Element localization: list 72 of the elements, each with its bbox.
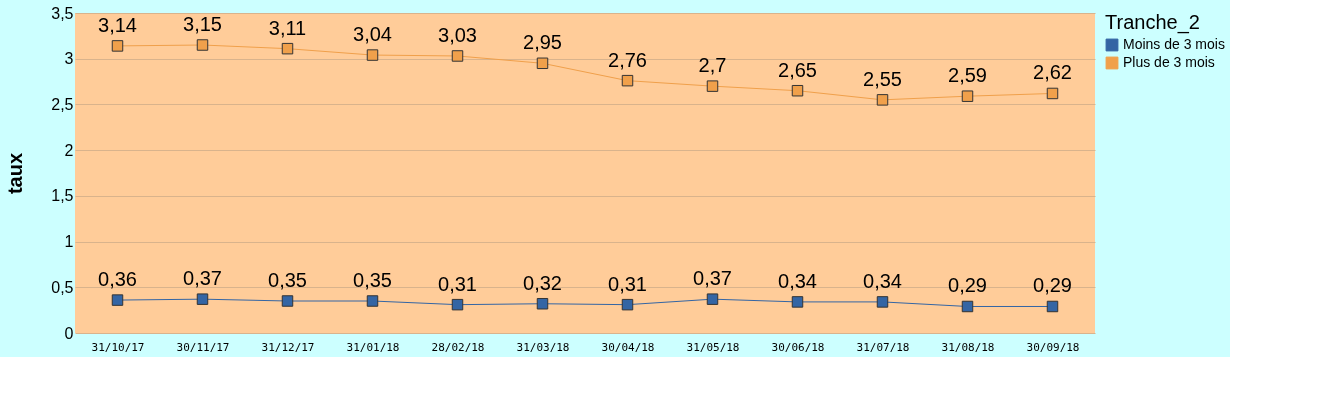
x-tick-label: 31/07/18 — [856, 340, 910, 354]
point — [451, 298, 464, 311]
point — [196, 293, 209, 305]
point — [621, 74, 634, 87]
y-tick-label: 0,5 — [51, 278, 74, 296]
data-label: 3,11 — [268, 16, 307, 39]
point — [281, 42, 294, 55]
y-tick-label: 1 — [64, 233, 74, 251]
y-tick-label: 3 — [64, 50, 74, 68]
y-tick-label: 2 — [64, 141, 74, 159]
data-label: 0,35 — [268, 269, 307, 291]
data-label: 0,34 — [863, 269, 902, 292]
data-label: 3,04 — [353, 23, 392, 46]
data-label: 2,55 — [863, 67, 902, 90]
data-label: 2,65 — [778, 58, 817, 81]
data-label: 0,34 — [778, 269, 817, 292]
point — [536, 57, 549, 70]
y-axis-title: taux — [4, 152, 27, 195]
data-label: 2,76 — [608, 48, 647, 71]
point — [876, 296, 889, 308]
point — [366, 295, 379, 307]
legend-title: Tranche_2 — [1105, 11, 1200, 34]
x-tick-label: 31/05/18 — [686, 340, 740, 354]
data-label: 2,59 — [948, 64, 987, 87]
x-tick-label: 28/02/18 — [431, 340, 485, 354]
point — [196, 39, 209, 51]
point — [706, 80, 719, 92]
x-tick-label: 31/03/18 — [516, 340, 570, 354]
x-tick-label: 31/01/18 — [346, 340, 400, 354]
legend-label: Moins de 3 mois — [1123, 36, 1225, 52]
data-label: 0,37 — [693, 267, 732, 290]
point — [366, 49, 379, 61]
x-tick-label: 31/12/17 — [261, 340, 315, 354]
data-label: 0,37 — [183, 267, 222, 290]
data-label: 2,62 — [1033, 61, 1072, 84]
data-label: 3,15 — [183, 13, 222, 35]
point — [791, 84, 804, 97]
x-tick-label: 30/06/18 — [771, 340, 825, 354]
data-label: 2,7 — [698, 54, 727, 77]
y-tick-label: 3,5 — [51, 4, 74, 22]
y-tick-label: 1,5 — [51, 187, 74, 205]
point — [876, 94, 889, 106]
x-tick-label: 30/11/17 — [176, 340, 230, 354]
data-label: 0,31 — [608, 272, 647, 295]
point — [111, 294, 124, 306]
point — [621, 298, 634, 311]
legend-label: Plus de 3 mois — [1123, 54, 1215, 70]
x-tick-label: 31/10/17 — [91, 340, 145, 354]
y-tick-label: 0 — [64, 324, 74, 342]
point — [706, 293, 719, 305]
data-label: 0,31 — [438, 272, 477, 295]
data-label: 3,14 — [98, 13, 137, 36]
data-label: 0,35 — [353, 269, 392, 291]
point — [961, 90, 974, 102]
data-label: 0,29 — [948, 274, 987, 297]
data-label: 0,36 — [98, 268, 137, 291]
x-tick-label: 30/04/18 — [601, 340, 655, 354]
point — [281, 295, 294, 307]
data-label: 0,32 — [523, 271, 562, 294]
data-label: 0,29 — [1033, 274, 1072, 297]
point — [1046, 300, 1059, 313]
data-label: 3,03 — [438, 23, 477, 46]
point — [961, 300, 974, 313]
point — [1046, 87, 1059, 100]
point — [536, 298, 549, 310]
point — [791, 296, 804, 308]
point — [111, 40, 124, 52]
point — [451, 50, 464, 62]
x-tick-label: 31/08/18 — [941, 340, 995, 354]
x-tick-label: 30/09/18 — [1026, 340, 1080, 354]
y-tick-label: 2,5 — [51, 95, 74, 113]
data-label: 2,95 — [523, 31, 562, 54]
